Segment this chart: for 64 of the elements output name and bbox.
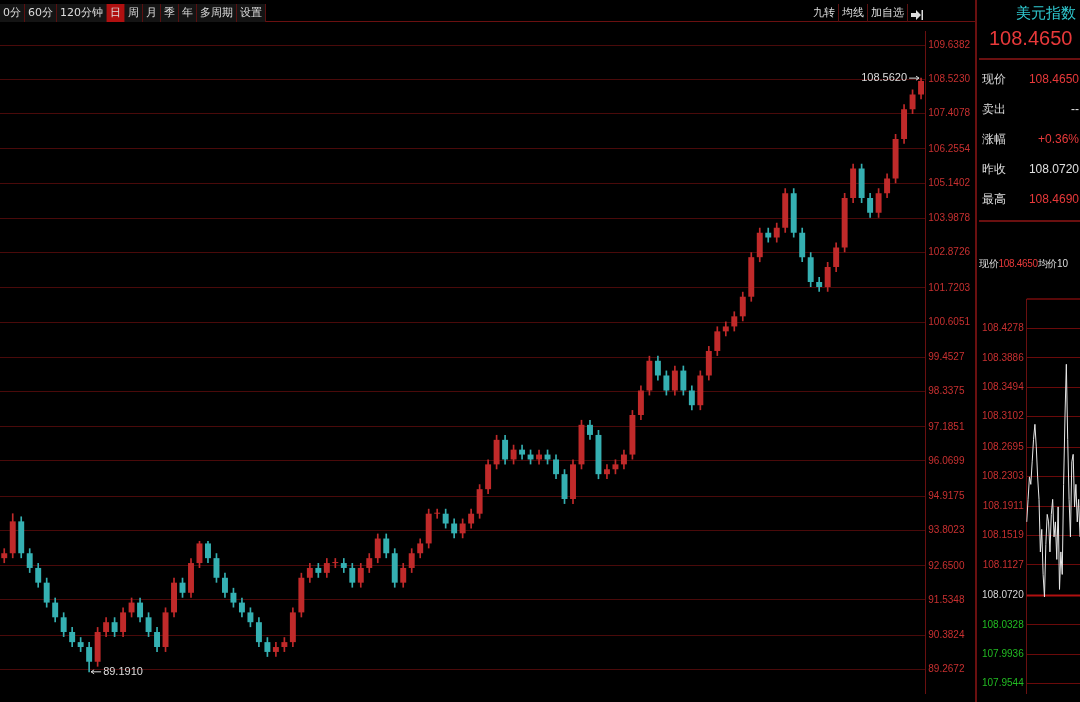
category-label: 60分 [25, 4, 57, 22]
category-label: 最高 [981, 190, 1006, 208]
text: 加自选 [868, 4, 908, 22]
y-tick-label: 103.9878 [928, 212, 971, 224]
y-tick-label: 105.1402 [928, 176, 971, 188]
text: 均线 [839, 4, 868, 22]
y-tick-label: 107.9544 [981, 677, 1025, 689]
y-tick-label: 100.6051 [928, 315, 971, 327]
annotation: 108.5620 [861, 71, 908, 84]
y-tick-label: 91.5348 [928, 593, 965, 605]
y-tick-label: 109.6382 [928, 38, 971, 50]
annotation: 89.1910 [103, 664, 143, 677]
category-label: 周 [125, 4, 143, 22]
text: 现价 [979, 258, 999, 269]
category-label: 日 [107, 4, 125, 22]
y-tick-label: 90.3824 [928, 629, 965, 641]
text: 108.4650 [998, 258, 1038, 269]
category-label: 120分钟 [57, 4, 107, 22]
y-tick-label: 108.1911 [982, 499, 1025, 511]
text: -- [1071, 102, 1079, 116]
text: 均价10 [1037, 258, 1068, 269]
y-tick-label: 93.8023 [928, 524, 965, 536]
y-tick-label: 106.2554 [928, 142, 971, 154]
y-tick-label: 98.3375 [928, 385, 965, 397]
text: 108.0720 [1028, 162, 1079, 176]
category-label: 多周期 [197, 4, 237, 22]
y-tick-label: 102.8726 [928, 246, 971, 258]
category-label: 昨收 [981, 160, 1006, 178]
y-tick-label: 89.2672 [928, 663, 965, 675]
category-label: 设置 [237, 4, 266, 22]
y-tick-label: 108.3494 [981, 381, 1025, 393]
y-tick-label: 108.2695 [981, 440, 1025, 452]
y-tick-label: 107.9936 [981, 648, 1025, 660]
category-label: 季 [161, 4, 179, 22]
category-label: 月 [143, 4, 161, 22]
text: 美元指数 [1015, 3, 1077, 23]
y-tick-label: 92.6500 [928, 559, 965, 571]
text: 108.4650 [1028, 72, 1080, 86]
y-tick-label: 101.7203 [928, 281, 971, 293]
candlestick [332, 558, 339, 568]
category-label: 现价 [981, 70, 1006, 88]
y-tick-label: 108.3102 [981, 410, 1025, 422]
category-label: 年 [179, 4, 197, 22]
category-label: 涨幅 [981, 130, 1006, 148]
y-tick-label: 108.0720 [981, 589, 1025, 601]
y-tick-label: 108.2303 [981, 470, 1025, 482]
category-label: 卖出 [981, 100, 1006, 118]
category-label: 0分 [0, 4, 25, 22]
y-tick-label: 108.1127 [982, 558, 1025, 570]
candlestick [434, 508, 441, 519]
text: 九转 [810, 4, 839, 22]
y-tick-label: 96.0699 [928, 454, 965, 466]
y-tick-label: 94.9175 [928, 490, 965, 502]
text: +0.36% [1037, 132, 1079, 146]
y-tick-label: 108.4278 [981, 322, 1025, 334]
y-tick-label: 108.3886 [981, 351, 1025, 363]
y-tick-label: 99.4527 [928, 351, 965, 363]
text: 108.4650 [989, 27, 1073, 49]
text: 108.4690 [1028, 192, 1079, 206]
y-tick-label: 107.4078 [928, 107, 971, 119]
y-tick-label: 108.0328 [981, 618, 1025, 630]
y-tick-label: 108.5230 [928, 73, 971, 85]
y-tick-label: 97.1851 [928, 420, 965, 432]
y-tick-label: 108.1519 [981, 529, 1025, 541]
